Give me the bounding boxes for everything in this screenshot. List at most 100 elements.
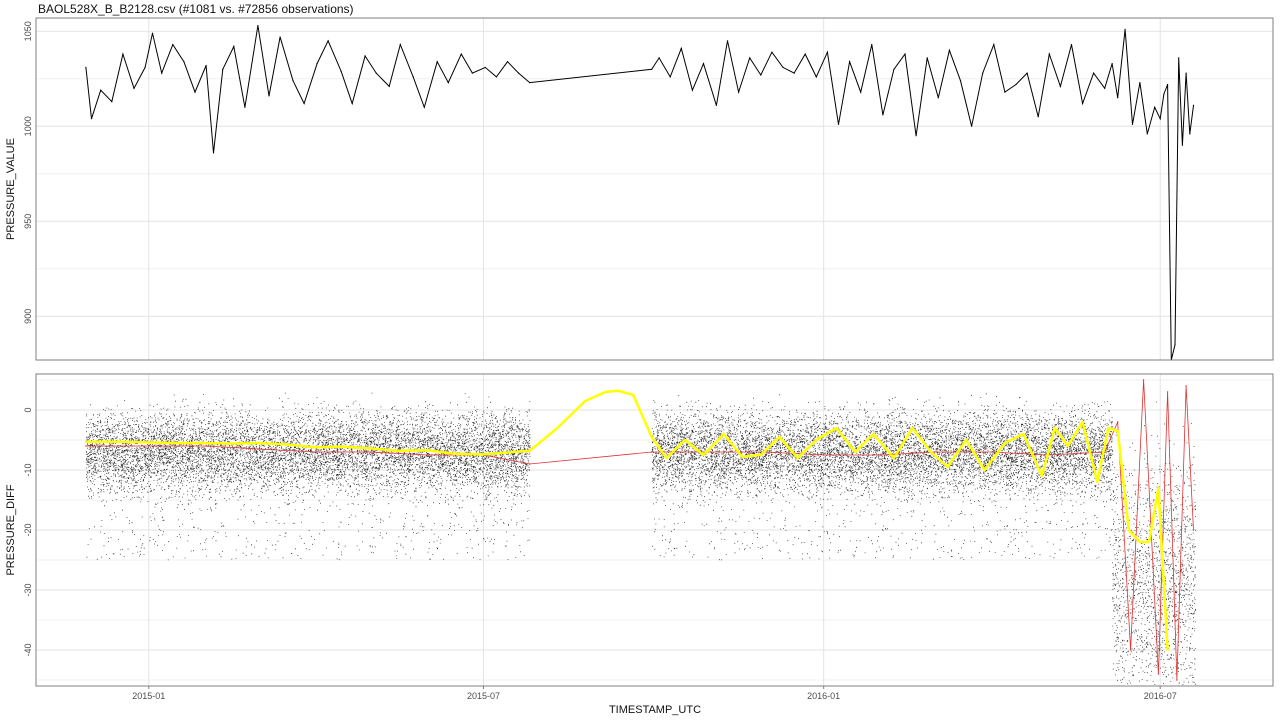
pressure-value-point bbox=[388, 85, 390, 87]
smooth-trend-point bbox=[617, 389, 620, 392]
pressure-value-point bbox=[837, 123, 840, 125]
y-tick-label: -40 bbox=[23, 643, 33, 656]
pressure-value-point bbox=[257, 25, 259, 27]
pressure-value-point bbox=[111, 101, 113, 103]
difference-point bbox=[427, 454, 429, 456]
pressure-value-point bbox=[85, 66, 87, 68]
pressure-value-point bbox=[100, 89, 102, 91]
smooth-trend-point bbox=[1040, 475, 1043, 477]
pressure-value-point bbox=[738, 91, 740, 93]
pressure-value-point bbox=[244, 106, 246, 108]
pressure-value-point bbox=[161, 72, 163, 74]
smooth-trend-point bbox=[426, 449, 429, 452]
pressure-value-point bbox=[1026, 72, 1028, 74]
smooth-trend-line bbox=[85, 389, 1169, 651]
smooth-trend-point bbox=[872, 433, 875, 435]
pressure-value-point bbox=[1146, 133, 1148, 135]
smooth-trend-point bbox=[256, 442, 259, 444]
x-tick-label: 2016-01 bbox=[807, 691, 840, 701]
smooth-trend-point bbox=[983, 469, 986, 471]
smooth-trend-point bbox=[1116, 430, 1119, 432]
y-tick-label: -10 bbox=[23, 463, 33, 476]
difference-point bbox=[651, 451, 653, 453]
pressure-value-point bbox=[316, 63, 318, 65]
pressure-value-line bbox=[85, 25, 1194, 360]
difference-point bbox=[1185, 385, 1187, 387]
smooth-trend-point bbox=[84, 440, 87, 443]
smooth-trend-point bbox=[1107, 427, 1110, 429]
pressure-value-point bbox=[1104, 87, 1106, 89]
pressure-value-point bbox=[529, 82, 531, 84]
pressure-value-point bbox=[1093, 72, 1095, 74]
difference-point bbox=[1176, 679, 1178, 681]
pressure-value-point bbox=[517, 72, 520, 74]
pressure-value-point bbox=[183, 61, 185, 63]
difference-point bbox=[1142, 379, 1145, 381]
x-tick-label: 2015-07 bbox=[467, 691, 500, 701]
difference-point bbox=[991, 451, 993, 453]
difference-point bbox=[85, 445, 87, 447]
x-tick-label: 2015-01 bbox=[132, 691, 165, 701]
difference-point bbox=[257, 448, 259, 450]
smooth-trend-point bbox=[929, 451, 932, 453]
pressure-value-point bbox=[471, 72, 473, 74]
pressure-value-point bbox=[340, 70, 342, 72]
pressure-value-point bbox=[669, 76, 671, 78]
smooth-trend-point bbox=[584, 400, 587, 402]
pressure-value-point bbox=[749, 57, 751, 59]
smooth-trend-point bbox=[854, 451, 857, 453]
smooth-trend-point bbox=[556, 427, 559, 429]
pressure-value-point bbox=[760, 74, 762, 76]
pressure-value-point bbox=[1189, 133, 1191, 135]
pressure-value-point bbox=[495, 76, 498, 78]
smooth-trend-point bbox=[173, 442, 176, 444]
pressure-value-point bbox=[848, 61, 851, 63]
pressure-value-point bbox=[982, 72, 984, 74]
pressure-value-point bbox=[793, 72, 795, 74]
pressure-value-point bbox=[1163, 93, 1165, 95]
top-panel-border bbox=[35, 17, 1274, 361]
smooth-trend-point bbox=[147, 441, 150, 444]
x-tick-label: 2016-07 bbox=[1144, 691, 1177, 701]
difference-point bbox=[1166, 391, 1169, 393]
smooth-trend-point bbox=[604, 391, 607, 393]
pressure-value-point bbox=[399, 44, 401, 46]
pressure-value-point bbox=[351, 102, 353, 105]
smooth-trend-point bbox=[482, 453, 485, 456]
smooth-trend-point bbox=[369, 447, 372, 450]
smooth-trend-point bbox=[1096, 481, 1099, 483]
pressure-value-point bbox=[993, 44, 995, 46]
smooth-trend-point bbox=[452, 452, 455, 455]
y-tick-label: 900 bbox=[23, 309, 33, 324]
smooth-trend-point bbox=[632, 394, 635, 396]
pressure-value-point bbox=[90, 118, 93, 120]
pressure-value-point bbox=[1167, 83, 1169, 86]
pressure-value-point bbox=[691, 89, 694, 91]
pressure-value-point bbox=[959, 80, 962, 82]
smooth-trend-point bbox=[528, 449, 531, 452]
pressure-value-point bbox=[1111, 63, 1113, 65]
pressure-value-point bbox=[782, 66, 784, 68]
pressure-value-point bbox=[1081, 102, 1084, 105]
smooth-trend-point bbox=[835, 427, 838, 429]
pressure-value-point bbox=[375, 72, 377, 74]
pressure-value-point bbox=[1192, 104, 1195, 106]
pressure-value-point bbox=[1174, 344, 1176, 346]
pressure-value-point bbox=[1059, 85, 1061, 87]
difference-point bbox=[822, 454, 825, 456]
smooth-trend-point bbox=[650, 436, 653, 438]
smooth-trend-point bbox=[230, 442, 233, 445]
pressure-value-point bbox=[926, 57, 928, 59]
pressure-value-point bbox=[506, 61, 509, 63]
smooth-trend-point bbox=[702, 454, 705, 456]
pressure-diff-panel: -40 -30 -20 -10 0 PRESSURE_DIFF 2015-01 2015-07… bbox=[5, 373, 1274, 701]
pressure-value-point bbox=[1117, 97, 1119, 99]
pressure-value-point bbox=[1124, 28, 1126, 30]
pressure-value-point bbox=[447, 82, 449, 84]
pressure-value-point bbox=[303, 102, 305, 105]
pressure-value-point bbox=[971, 125, 973, 127]
y-axis-title: PRESSURE_VALUE bbox=[5, 138, 17, 240]
pressure-value-point bbox=[804, 53, 806, 55]
pressure-value-point bbox=[1070, 44, 1073, 46]
difference-point bbox=[528, 463, 531, 465]
